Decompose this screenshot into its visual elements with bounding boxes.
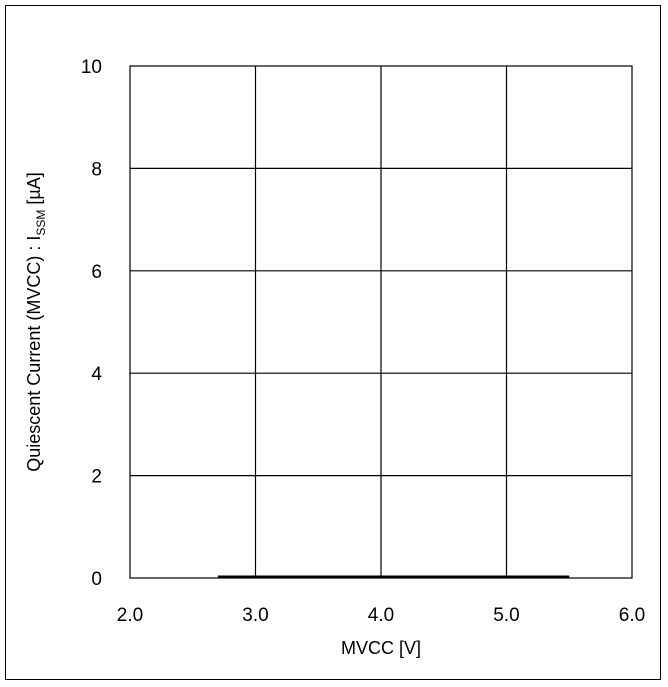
y-axis-label-subscript: SSM	[34, 210, 48, 236]
x-tick-label: 4.0	[368, 605, 394, 626]
x-tick-label: 2.0	[117, 605, 143, 626]
grid-lines	[130, 66, 632, 578]
y-tick-label: 2	[91, 467, 102, 488]
y-axis-label: Quiescent Current (MVCC) : ISSM [µA]	[24, 172, 48, 471]
y-tick-label: 6	[91, 262, 102, 283]
x-tick-label: 3.0	[242, 605, 268, 626]
y-axis-label-unit: [µA]	[24, 172, 44, 209]
x-axis-label: MVCC [V]	[341, 638, 421, 658]
y-tick-labels: 0 2 4 6 8 10	[81, 57, 103, 590]
x-tick-labels: 2.0 3.0 4.0 5.0 6.0	[117, 605, 645, 626]
y-axis-label-main: Quiescent Current (MVCC) : I	[24, 236, 44, 472]
y-tick-label: 4	[91, 364, 102, 385]
x-tick-label: 6.0	[619, 605, 645, 626]
x-tick-label: 5.0	[493, 605, 519, 626]
y-tick-label: 0	[91, 569, 102, 590]
y-tick-label: 8	[91, 159, 102, 180]
chart-frame	[5, 5, 661, 680]
y-tick-label: 10	[81, 57, 102, 78]
